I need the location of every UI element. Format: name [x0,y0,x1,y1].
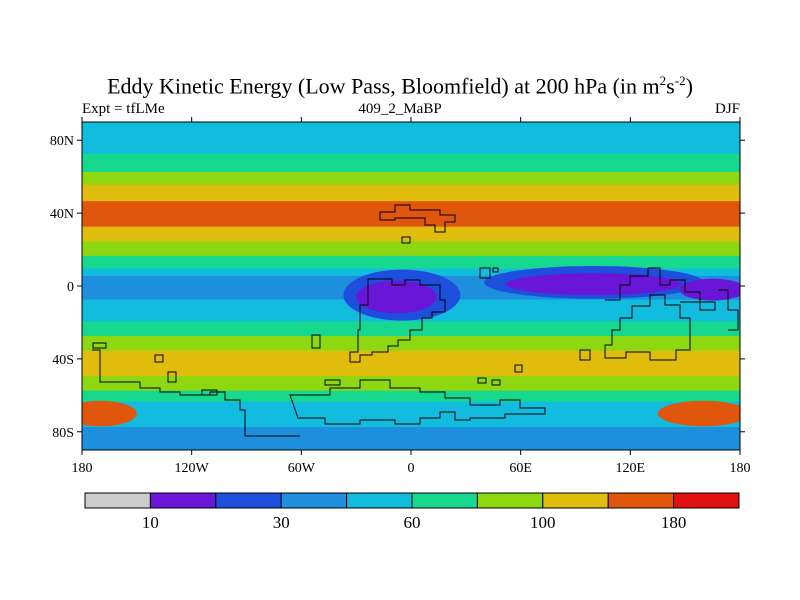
coastline-island-2 [154,354,164,363]
x-tick-label-2: 60W [288,461,316,476]
colorbar-box-8 [607,492,675,509]
contour-band-5 [82,226,740,244]
y-tick-label-0: 80N [50,134,74,149]
contour-band-17 [82,427,740,450]
x-tick-label-0: 180 [72,461,93,476]
colorbar-label-2: 60 [404,513,421,532]
coastline-island-6 [324,379,341,386]
contour-band-12 [82,336,740,353]
coastline-island [401,236,411,244]
contour-band-0 [82,122,740,156]
colorbar-label-1: 30 [273,513,290,532]
coastline-island-10 [579,349,591,361]
contour-blob-4 [679,278,740,301]
y-tick-label-4: 80S [52,426,74,441]
contour-band-6 [82,241,740,258]
coastline-island-pacific-2 [492,267,499,273]
contour-band-13 [82,350,740,379]
colorbar-box-9 [673,492,740,509]
title-text: Eddy Kinetic Energy (Low Pass, Bloomfiel… [107,73,660,99]
colorbar-box-7 [542,492,609,509]
colorbar-label-3: 100 [530,513,556,532]
contour-field [82,122,740,450]
colorbar-label-4: 180 [661,513,687,532]
x-tick-label-4: 60E [509,461,532,476]
coastline-island-7 [477,377,487,384]
coastline-island-8 [491,379,501,386]
coastline-south-pacific [92,349,300,437]
colorbar-box-2 [215,492,282,509]
coastline-island-pacific [479,267,491,279]
coastline-south-america [349,278,446,363]
contour-blob-1 [506,273,682,296]
coastline-east-asia [605,267,716,311]
coastline-island-9 [514,364,523,373]
coastline-island-1 [92,342,107,349]
chart-title: Eddy Kinetic Energy (Low Pass, Bloomfiel… [0,68,800,99]
colorbar-box-0 [84,492,151,509]
y-tick-label-3: 40S [52,353,74,368]
coastlines [92,204,739,437]
contour-blob-7 [228,202,375,225]
y-tick-label-2: 0 [67,280,74,295]
colorbar-label-0: 10 [142,513,159,532]
contour-blob-6 [657,400,740,427]
x-tick-label-3: 0 [408,461,415,476]
coastline-island-4 [201,389,218,396]
coastline-island-5 [311,334,321,349]
coastline-antarctic [289,379,546,425]
colorbar-box-5 [411,492,478,509]
contour-blob-3 [356,280,437,314]
contour-band-3 [82,184,740,204]
title-mid: s [666,73,675,99]
subtitle-right: DJF [714,101,740,117]
x-tick-label-5: 120E [616,461,646,476]
x-tick-label-1: 120W [175,461,210,476]
contour-band-1 [82,153,740,175]
colorbar-box-1 [149,492,217,509]
title-sup-2: -2 [674,73,686,88]
title-sup-1: 2 [659,73,667,88]
contour-blob-5 [82,400,137,427]
colorbar-box-3 [280,492,348,509]
contour-band-14 [82,376,740,393]
coastline-north-america [379,204,456,233]
contour-band-15 [82,390,740,404]
x-tick-label-6: 180 [730,461,751,476]
coastline-islands-west-pacific [718,289,739,331]
coastline-island-3 [167,371,177,383]
axes: 180 120W 60W 0 60E 120E 180 80N 40N 0 40S 80S [50,117,751,476]
contour-band-16 [82,401,740,430]
contour-band-2 [82,172,740,187]
colorbar: 10 30 60 100 180 [84,492,740,532]
subtitle-center: 409_2_MaBP [358,101,442,117]
contour-band-4 [82,201,740,229]
y-tick-label-1: 40N [50,207,74,222]
title-end: ) [685,73,693,99]
coastline-australia [604,294,691,361]
subtitle-left: Expt = tfLMe [82,101,165,117]
colorbar-box-4 [346,492,413,509]
colorbar-box-6 [476,492,544,509]
